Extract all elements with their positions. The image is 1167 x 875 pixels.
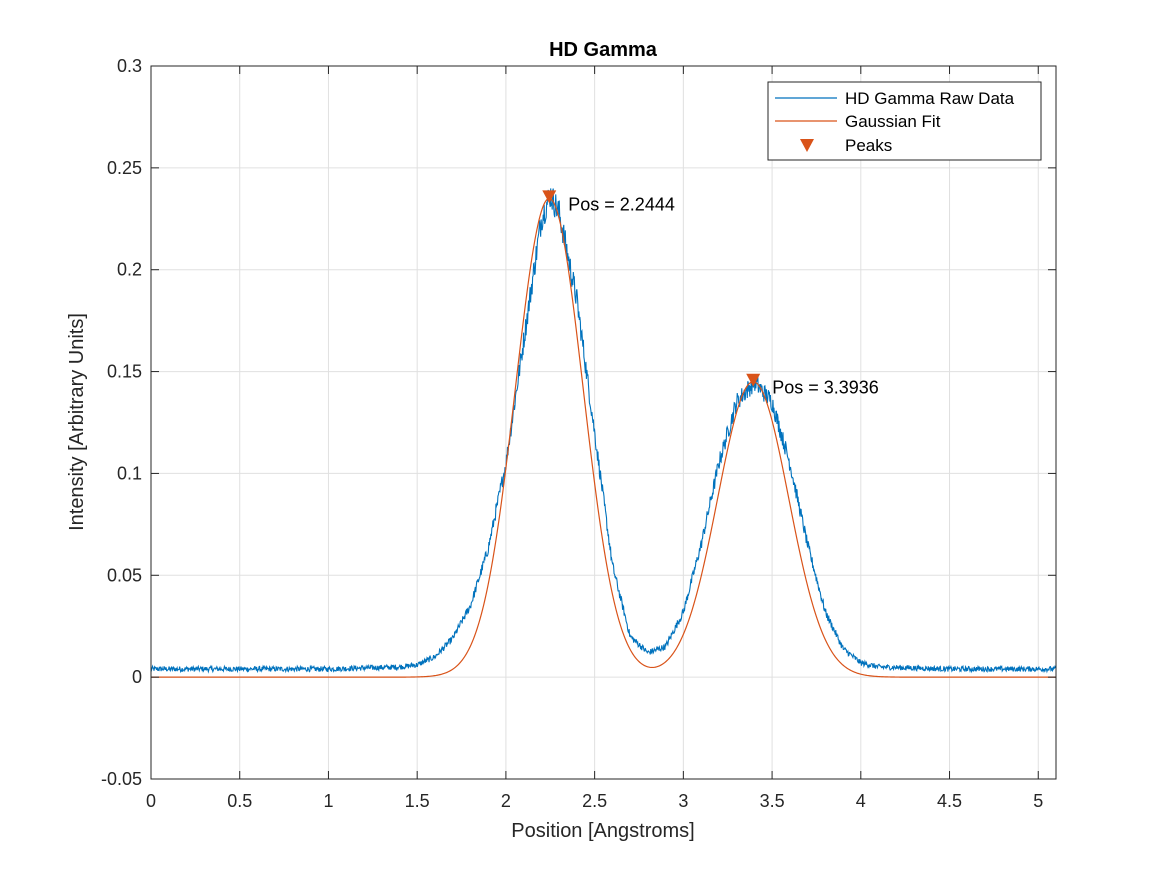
series-layer: [150, 188, 1057, 678]
legend-entry-raw: HD Gamma Raw Data: [845, 89, 1015, 108]
axes-box: [150, 65, 1057, 780]
axes-background: [151, 66, 1056, 779]
y-tick-label: 0.25: [107, 158, 142, 178]
series-raw-data-line: [150, 188, 1057, 674]
x-tick-label: 1.5: [405, 791, 430, 811]
legend: HD Gamma Raw Data Gaussian Fit Peaks: [767, 81, 1042, 161]
y-tick-label: 0.2: [117, 260, 142, 280]
plot-area: [150, 65, 1057, 780]
y-axis-label: Intensity [Arbitrary Units]: [66, 313, 88, 531]
y-tick-label: 0: [132, 667, 142, 687]
axis-ticks: [150, 65, 1056, 780]
legend-entry-peaks: Peaks: [845, 136, 892, 155]
x-tick-label: 2: [501, 791, 511, 811]
x-tick-label: 3: [678, 791, 688, 811]
legend-swatch-peaks: [800, 139, 814, 152]
peak-marker: [746, 373, 761, 387]
series-gaussian-fit-line: [151, 197, 1056, 678]
x-axis-label: Position [Angstroms]: [511, 820, 694, 842]
y-tick-label: -0.05: [101, 769, 142, 789]
x-tick-label: 0: [146, 791, 156, 811]
y-tick-label: 0.1: [117, 463, 142, 483]
legend-entry-fit: Gaussian Fit: [845, 112, 941, 131]
y-tick-labels: -0.05 0 0.05 0.1 0.15 0.2 0.25 0.3: [101, 56, 142, 789]
x-tick-label: 4.5: [937, 791, 962, 811]
x-tick-label: 4: [856, 791, 866, 811]
x-tick-label: 3.5: [760, 791, 785, 811]
x-tick-label: 1: [323, 791, 333, 811]
y-tick-label: 0.05: [107, 565, 142, 585]
y-tick-label: 0.3: [117, 56, 142, 76]
peak-marker: [542, 190, 557, 204]
x-tick-label: 0.5: [227, 791, 252, 811]
y-tick-label: 0.15: [107, 362, 142, 382]
peak-annotation: Pos = 2.2444: [568, 194, 675, 214]
peak-annotation: Pos = 3.3936: [772, 378, 879, 398]
peak-annotations: Pos = 2.2444 Pos = 3.3936: [568, 194, 879, 397]
x-tick-labels: 0 0.5 1 1.5 2 2.5 3 3.5 4 4.5 5: [146, 791, 1043, 811]
chart-title: HD Gamma: [549, 39, 658, 61]
x-tick-label: 2.5: [582, 791, 607, 811]
x-tick-label: 5: [1033, 791, 1043, 811]
